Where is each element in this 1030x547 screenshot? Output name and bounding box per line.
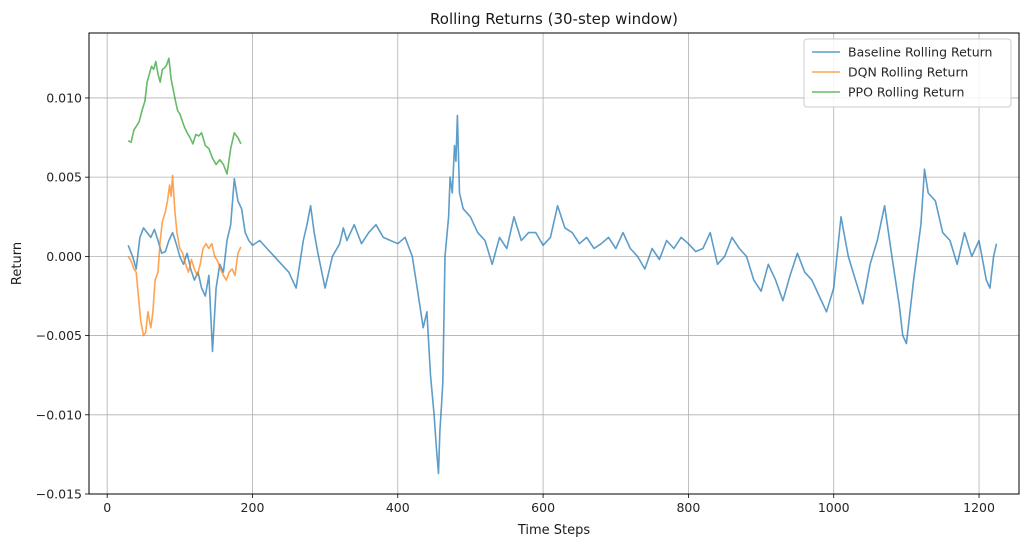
- x-tick-label: 400: [386, 500, 410, 515]
- legend: Baseline Rolling Return DQN Rolling Retur…: [804, 39, 1011, 107]
- x-tick-label: 800: [676, 500, 700, 515]
- x-tick-label: 1200: [963, 500, 995, 515]
- chart-title: Rolling Returns (30-step window): [430, 10, 678, 28]
- y-tick-label: −0.005: [36, 328, 82, 343]
- x-tick-label: 1000: [818, 500, 850, 515]
- x-tick-label: 600: [531, 500, 555, 515]
- legend-label: PPO Rolling Return: [848, 85, 964, 100]
- y-tick-label: −0.015: [36, 487, 82, 502]
- y-axis-label: Return: [10, 242, 25, 285]
- y-tick-label: −0.010: [36, 407, 82, 422]
- y-tick-label: 0.000: [46, 249, 82, 264]
- y-tick-label: 0.005: [46, 170, 82, 185]
- legend-label: DQN Rolling Return: [848, 65, 968, 80]
- x-tick-label: 0: [103, 500, 111, 515]
- legend-label: Baseline Rolling Return: [848, 45, 992, 60]
- y-tick-label: 0.010: [46, 90, 82, 105]
- x-axis-label: Time Steps: [517, 523, 591, 538]
- x-tick-label: 200: [241, 500, 265, 515]
